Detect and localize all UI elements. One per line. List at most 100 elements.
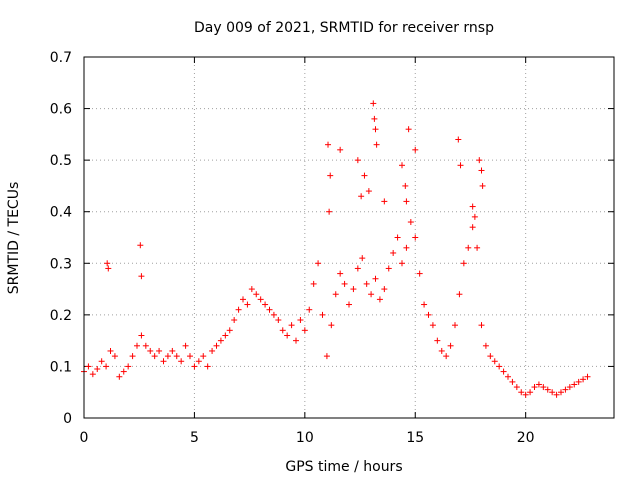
data-point <box>465 244 472 251</box>
data-point <box>116 373 123 380</box>
data-point <box>358 193 365 200</box>
data-point <box>509 378 516 385</box>
data-point <box>169 347 176 354</box>
data-point <box>558 389 564 396</box>
data-point <box>262 301 269 308</box>
data-point <box>248 286 255 293</box>
y-tick-labels: 0 0.1 0.2 0.3 0.4 0.5 0.6 0.7 <box>50 50 72 427</box>
data-point <box>487 353 494 360</box>
data-point <box>399 162 405 169</box>
data-point <box>257 296 264 303</box>
data-point <box>350 286 357 293</box>
y-tick-label: 0.5 <box>50 153 72 169</box>
y-tick-label: 0.1 <box>50 359 72 375</box>
data-point <box>513 384 520 391</box>
data-point <box>478 322 485 329</box>
data-point <box>326 208 333 215</box>
data-point <box>231 317 238 324</box>
data-point <box>279 327 286 334</box>
data-point <box>301 327 308 334</box>
data-point <box>456 291 463 298</box>
data-point <box>182 342 189 349</box>
chart-title: Day 009 of 2021, SRMTID for receiver rns… <box>194 20 494 36</box>
data-point <box>471 213 478 220</box>
data-points <box>81 100 591 398</box>
data-point <box>527 389 534 396</box>
data-point <box>178 358 185 365</box>
y-tick-label: 0.2 <box>50 308 72 324</box>
data-point <box>137 242 144 249</box>
x-tick-label: 5 <box>190 430 199 446</box>
data-point <box>482 342 489 349</box>
data-point <box>310 280 317 287</box>
data-point <box>405 126 412 133</box>
data-point <box>125 363 132 370</box>
data-point <box>469 203 476 210</box>
y-tick-label: 0.7 <box>50 50 72 66</box>
data-point <box>553 391 560 398</box>
data-point <box>518 389 525 396</box>
data-point <box>129 353 136 360</box>
data-point <box>522 391 529 398</box>
data-point <box>315 260 322 267</box>
data-point <box>337 270 344 277</box>
data-point <box>85 363 92 370</box>
data-point <box>416 270 423 277</box>
data-point <box>469 224 476 231</box>
y-tick-label: 0.3 <box>50 256 72 272</box>
data-point <box>402 182 409 189</box>
data-point <box>434 337 441 344</box>
data-point <box>120 368 127 375</box>
data-point <box>584 373 591 380</box>
data-point <box>403 244 410 251</box>
data-point <box>566 384 573 391</box>
data-point <box>381 286 388 293</box>
y-tick-label: 0 <box>63 411 72 427</box>
data-point <box>407 219 414 226</box>
data-point <box>337 146 344 153</box>
data-point <box>147 347 154 354</box>
data-point <box>325 141 332 148</box>
data-point <box>319 311 326 318</box>
data-point <box>381 198 388 205</box>
data-point <box>142 342 149 349</box>
data-point <box>346 301 352 308</box>
data-point <box>270 311 277 318</box>
y-tick-label: 0.6 <box>50 102 72 118</box>
data-point <box>500 368 507 375</box>
data-point <box>94 366 101 373</box>
x-tick-label: 15 <box>406 430 424 446</box>
data-point <box>200 353 207 360</box>
data-point <box>191 363 198 370</box>
plot-frame <box>83 56 615 419</box>
data-point <box>476 157 483 164</box>
data-point <box>460 260 467 267</box>
data-point <box>354 157 361 164</box>
data-point <box>103 363 110 370</box>
data-point <box>284 332 291 339</box>
x-axis-label: GPS time / hours <box>285 459 402 475</box>
data-point <box>540 384 547 391</box>
data-point <box>204 363 211 370</box>
data-point <box>479 182 486 189</box>
data-point <box>363 280 370 287</box>
data-point <box>370 100 377 107</box>
data-point <box>226 327 233 334</box>
data-point <box>293 337 299 344</box>
data-point <box>491 358 498 365</box>
data-point <box>98 358 105 365</box>
data-point <box>164 353 171 360</box>
data-point <box>365 188 372 195</box>
data-point <box>580 376 587 383</box>
x-tick-label: 20 <box>517 430 535 446</box>
data-point <box>134 342 140 349</box>
data-point <box>452 322 458 329</box>
data-point <box>562 386 569 393</box>
x-tick-label: 10 <box>296 430 314 446</box>
data-point <box>575 378 582 385</box>
data-point <box>341 280 348 287</box>
data-point <box>288 322 295 329</box>
data-point <box>253 291 260 298</box>
data-point <box>275 317 282 324</box>
data-point <box>394 234 401 241</box>
